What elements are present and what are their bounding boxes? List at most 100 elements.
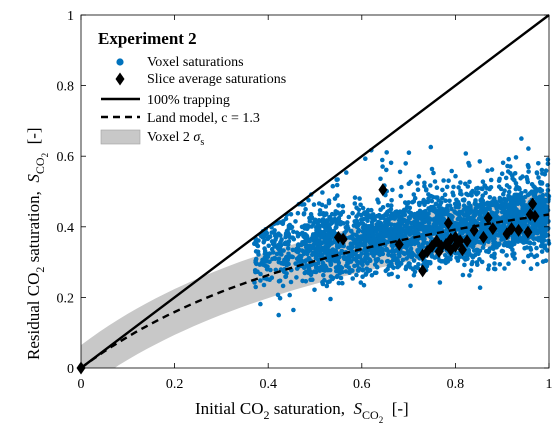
- voxel-point: [426, 220, 432, 226]
- voxel-point: [453, 224, 459, 229]
- voxel-point: [443, 253, 448, 258]
- y-tick-label: 0.4: [57, 221, 75, 236]
- voxel-point: [336, 263, 341, 269]
- slice-average-point: [523, 225, 533, 239]
- voxel-point: [352, 201, 358, 206]
- voxel-point: [539, 232, 545, 238]
- voxel-point: [399, 184, 404, 190]
- voxel-point: [443, 257, 449, 263]
- voxel-point: [372, 262, 378, 267]
- x-tick-label: 1: [546, 377, 553, 392]
- voxel-point: [261, 240, 267, 245]
- voxel-point: [397, 169, 403, 175]
- voxel-point: [461, 255, 467, 260]
- voxel-point: [306, 266, 312, 271]
- voxel-point: [398, 219, 404, 224]
- voxel-point: [454, 255, 459, 260]
- legend-band-prefix: Voxel 2: [147, 130, 193, 145]
- voxel-point: [497, 198, 503, 203]
- voxel-point: [415, 187, 421, 192]
- voxel-point: [530, 221, 535, 227]
- voxel-point: [325, 280, 331, 285]
- y-tick-label: 0.8: [57, 80, 75, 95]
- voxel-point: [390, 187, 395, 193]
- voxel-point: [466, 160, 471, 166]
- voxel-point: [489, 167, 495, 172]
- voxel-point: [358, 280, 364, 285]
- voxel-point: [392, 216, 398, 221]
- voxel-point: [524, 174, 529, 180]
- voxel-point: [365, 261, 370, 266]
- voxel-point: [310, 234, 316, 239]
- voxel-point: [313, 255, 319, 261]
- voxel-point: [426, 216, 432, 221]
- voxel-point: [513, 209, 519, 214]
- x-label-symbol: S: [354, 399, 363, 418]
- voxel-point: [264, 230, 270, 236]
- voxel-point: [304, 226, 310, 231]
- voxel-point: [311, 269, 317, 275]
- voxel-point: [402, 200, 408, 205]
- voxel-point: [501, 226, 506, 232]
- plot-frame: [80, 14, 550, 369]
- voxel-point: [371, 241, 377, 247]
- slice-average-point: [507, 222, 517, 236]
- voxel-point: [255, 269, 260, 275]
- voxel-point: [545, 204, 550, 209]
- voxel-point: [336, 244, 341, 250]
- voxel-point: [384, 218, 389, 224]
- voxel-point: [428, 183, 433, 188]
- voxel-point: [456, 185, 461, 190]
- voxel-point: [513, 181, 519, 186]
- voxel-point: [422, 202, 427, 208]
- voxel-point: [486, 266, 491, 272]
- voxel-point: [414, 240, 420, 246]
- voxel-point: [529, 225, 535, 231]
- voxel-point: [398, 261, 404, 266]
- x-tick-label: 0.6: [353, 377, 371, 392]
- voxel-point: [519, 190, 524, 196]
- voxel-point: [347, 270, 352, 276]
- voxel-point: [338, 221, 343, 227]
- voxel-point: [338, 211, 344, 216]
- voxel-point: [487, 195, 493, 200]
- voxel-point: [439, 206, 445, 211]
- voxel-point: [449, 168, 455, 174]
- voxel-point: [369, 273, 375, 278]
- voxel-point: [402, 212, 408, 218]
- voxel-point: [323, 204, 329, 209]
- legend-band-swatch: [100, 129, 141, 145]
- voxel-point: [452, 209, 457, 214]
- voxel-point: [492, 261, 497, 266]
- voxel-point: [508, 214, 513, 219]
- voxel-point: [483, 206, 489, 212]
- voxel-point: [499, 235, 505, 240]
- voxel-point: [267, 277, 273, 283]
- voxel-point: [545, 161, 551, 167]
- voxel-point: [398, 193, 404, 199]
- voxel-point: [497, 262, 503, 267]
- voxel-point: [504, 183, 510, 188]
- voxel-point: [312, 287, 317, 293]
- voxel-point: [374, 270, 379, 276]
- voxel-point: [523, 239, 529, 245]
- voxel-point: [258, 301, 263, 307]
- voxel-point: [483, 190, 488, 196]
- x-label-suffix: [-]: [383, 399, 408, 418]
- voxel-point: [431, 221, 437, 227]
- voxel-point: [276, 312, 282, 318]
- voxel-point: [502, 214, 508, 219]
- voxel-point: [477, 159, 483, 164]
- voxel-point: [293, 219, 298, 224]
- voxel-point: [440, 195, 445, 201]
- legend-slice-label: Slice average saturations: [147, 72, 286, 87]
- voxel-point: [545, 226, 551, 232]
- voxel-point: [462, 262, 467, 268]
- y-label-sub: 2: [33, 267, 47, 273]
- voxel-point: [432, 255, 438, 260]
- voxel-point: [348, 259, 354, 264]
- voxel-point: [395, 274, 401, 280]
- x-tick-label: 0.8: [447, 377, 465, 392]
- voxel-point: [343, 269, 349, 274]
- voxel-point: [311, 202, 317, 207]
